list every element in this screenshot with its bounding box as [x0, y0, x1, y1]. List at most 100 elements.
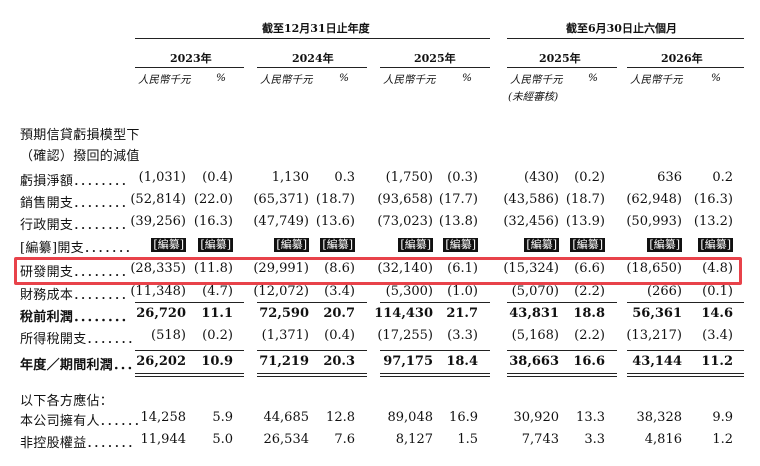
cell-value: [編纂]: [524, 237, 559, 252]
cell-value: 0.3: [334, 170, 355, 185]
cell-value: 14,258: [140, 410, 187, 425]
cell-value: (1,750): [385, 170, 433, 185]
cell-value: (32,140): [377, 261, 433, 276]
cell-value: 38,663: [509, 354, 559, 369]
row-label: 非控股權益．．．．．．．: [20, 436, 141, 451]
cell-value: (0.3): [447, 170, 478, 185]
year-label: 2024年: [292, 52, 334, 65]
total-rule: [257, 350, 367, 351]
row-label: 虧損淨額．．．．．．．．: [20, 174, 135, 189]
row-label: 財務成本．．．．．．．．: [20, 288, 135, 303]
cell-value: 20.7: [323, 306, 355, 321]
cell-value: 11.2: [701, 354, 733, 369]
total-rule: [380, 350, 490, 351]
total-rule: [627, 350, 744, 351]
cell-value: 43,831: [509, 306, 559, 321]
cell-value: (28,335): [130, 261, 186, 276]
cell-value: (32,456): [503, 214, 559, 229]
cell-value: (13.2): [693, 214, 733, 229]
header-rule-right: [507, 38, 744, 39]
cell-value: 18.4: [446, 354, 478, 369]
cell-value: (13.6): [315, 214, 355, 229]
redacted-mark: [編纂]: [524, 238, 559, 252]
total-rule: [507, 302, 617, 303]
total-rule: [380, 376, 490, 377]
cell-value: (50,993): [626, 214, 682, 229]
cell-value: (17,255): [377, 328, 433, 343]
year-rule: [135, 67, 244, 68]
header-group-six-months: 截至6月30日止六個月: [566, 22, 677, 35]
cell-value: 26,202: [136, 354, 186, 369]
cell-value: 72,590: [259, 306, 309, 321]
cell-value: (18,650): [626, 261, 682, 276]
row-label: 本公司擁有人．．．．．．: [20, 414, 148, 429]
row-label: 行政開支．．．．．．．．: [20, 218, 135, 233]
cell-value: (5,070): [511, 284, 559, 299]
cell-value: 89,048: [387, 410, 434, 425]
total-rule: [135, 373, 244, 374]
year-rule: [257, 67, 367, 68]
cell-value: (12,072): [253, 284, 309, 299]
cell-value: (73,023): [377, 214, 433, 229]
cell-value: (65,371): [253, 192, 309, 207]
cell-value: (2.2): [574, 328, 605, 343]
cell-value: (0.4): [324, 328, 355, 343]
row-label: 年度／期間利潤．．．: [20, 358, 141, 373]
cell-value: (3.4): [702, 328, 733, 343]
redacted-mark: [編纂]: [443, 238, 478, 252]
cell-value: (3.3): [447, 328, 478, 343]
cell-value: 3.3: [584, 432, 605, 447]
cell-value: (0.1): [702, 284, 733, 299]
row-label: 稅前利潤．．．．．．．．: [20, 310, 135, 325]
total-rule: [627, 376, 744, 377]
cell-value: 30,920: [513, 410, 560, 425]
cell-value: [編纂]: [647, 237, 682, 252]
cell-value: 1.2: [712, 432, 733, 447]
cell-value: 1.5: [457, 432, 478, 447]
cell-value: (0.4): [202, 170, 233, 185]
cell-value: 14.6: [701, 306, 733, 321]
highlight-box-rd-row: [14, 257, 742, 285]
unit-rmb: 人民幣千元: [138, 74, 191, 86]
row-label: 研發開支．．．．．．．．: [20, 265, 135, 280]
redacted-mark: [編纂]: [647, 238, 682, 252]
unit-rmb: 人民幣千元: [260, 74, 313, 86]
cell-value: (11.8): [193, 261, 233, 276]
cell-value: (0.2): [574, 170, 605, 185]
total-rule: [380, 373, 490, 374]
cell-value: 18.8: [573, 306, 605, 321]
unit-rmb: 人民幣千元: [383, 74, 436, 86]
cell-value: 26,720: [136, 306, 186, 321]
row-label: 銷售開支．．．．．．．．: [20, 196, 135, 211]
cell-value: (8.6): [324, 261, 355, 276]
cell-value: 97,175: [383, 354, 433, 369]
cell-value: (18.7): [315, 192, 355, 207]
cell-value: (62,948): [626, 192, 682, 207]
cell-value: 11,944: [140, 432, 187, 447]
unit-pct: %: [588, 72, 598, 84]
year-label: 2023年: [170, 52, 212, 65]
cell-value: [編纂]: [198, 237, 233, 252]
cell-value: (1.0): [447, 284, 478, 299]
cell-value: (16.3): [693, 192, 733, 207]
cell-value: (1,371): [261, 328, 309, 343]
cell-value: [編纂]: [320, 237, 355, 252]
redacted-mark: [編纂]: [698, 238, 733, 252]
unit-pct: %: [339, 72, 349, 84]
header-group-year-ended: 截至12月31日止年度: [262, 22, 370, 35]
cell-value: [編纂]: [443, 237, 478, 252]
cell-value: [編纂]: [570, 237, 605, 252]
cell-value: (4.7): [202, 284, 233, 299]
cell-value: 9.9: [712, 410, 733, 425]
year-rule: [507, 67, 617, 68]
cell-value: [編纂]: [274, 237, 309, 252]
row-label: 預期信貸虧損模型下: [20, 128, 140, 143]
cell-value: (47,749): [253, 214, 309, 229]
total-rule: [380, 302, 490, 303]
total-rule: [135, 350, 244, 351]
row-label: （確認）撥回的減值: [20, 149, 140, 164]
cell-value: (18.7): [565, 192, 605, 207]
cell-value: 7,743: [521, 432, 559, 447]
cell-value: (518): [151, 328, 186, 343]
cell-value: (4.8): [702, 261, 733, 276]
